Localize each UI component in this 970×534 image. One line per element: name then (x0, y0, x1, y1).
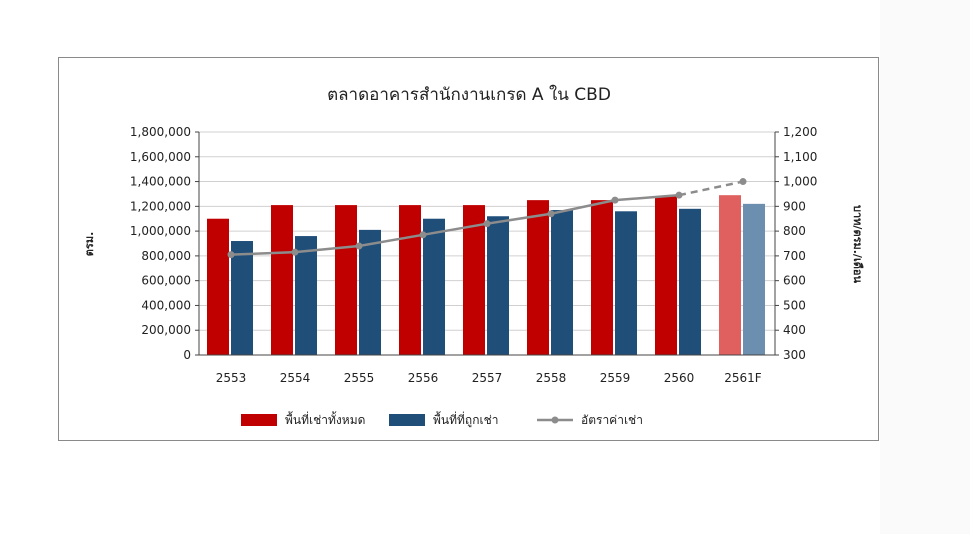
bar-total-area (719, 195, 741, 355)
rent-point (291, 248, 299, 256)
y2-tick-label: 1,100 (783, 150, 817, 164)
y-tick-label: 1,600,000 (130, 150, 191, 164)
bar-total-area (527, 200, 549, 355)
legend-marker (551, 416, 559, 424)
legend-label: พื้นที่เช่าทั้งหมด (285, 411, 365, 427)
bar-occupied-area (487, 216, 509, 355)
y-tick-label: 200,000 (141, 323, 191, 337)
rent-line (227, 178, 747, 259)
rent-line-forecast (678, 180, 744, 197)
x-tick-label: 2553 (216, 371, 247, 385)
bar-total-area (271, 205, 293, 355)
axes (195, 131, 779, 356)
bar-total-area (655, 196, 677, 355)
legend: พื้นที่เช่าทั้งหมด พื้นที่ที่ถูกเช่า อัตรา… (241, 411, 643, 428)
x-tick-label: 2554 (280, 371, 311, 385)
legend-swatch (241, 414, 277, 426)
x-tick-label: 2555 (344, 371, 375, 385)
y-tick-label: 1,400,000 (130, 175, 191, 189)
x-tick-label: 2556 (408, 371, 439, 385)
x-tick-label: 2561F (724, 371, 762, 385)
chart: ตลาดอาคารสำนักงานเกรด A ใน CBD ตรม. บาท/… (83, 84, 864, 428)
bar-occupied-area (423, 218, 445, 355)
rent-point (419, 231, 427, 239)
rent-point (675, 191, 683, 199)
y2-tick-label: 1,000 (783, 175, 817, 189)
bar-occupied-area (295, 236, 317, 355)
bar-total-area (591, 200, 613, 355)
rent-point (355, 242, 363, 250)
bar-total-area (335, 205, 357, 355)
bar-total-area (399, 205, 421, 355)
x-tick-label: 2558 (536, 371, 567, 385)
x-tick-label: 2559 (600, 371, 631, 385)
y-tick-label: 800,000 (141, 249, 191, 263)
y-tick-label: 600,000 (141, 274, 191, 288)
y2-tick-label: 500 (783, 298, 806, 312)
x-tick-label: 2560 (664, 371, 695, 385)
y2-tick-label: 700 (783, 249, 806, 263)
rent-line-actual (230, 193, 680, 256)
y2-tick-label: 600 (783, 274, 806, 288)
legend-label: พื้นที่ที่ถูกเช่า (433, 411, 498, 428)
tick-labels: 0 200,000 400,000 600,000 800,000 1,000,000 1,… (130, 125, 817, 385)
rent-point (483, 220, 491, 228)
y-tick-label: 1,800,000 (130, 125, 191, 139)
x-tick-label: 2557 (472, 371, 503, 385)
legend-swatch (389, 414, 425, 426)
y2-tick-label: 300 (783, 348, 806, 362)
y2-tick-label: 800 (783, 224, 806, 238)
rent-point (547, 210, 555, 218)
rent-point (227, 251, 235, 259)
bar-occupied-area (231, 241, 253, 355)
bars (207, 195, 765, 355)
y2-axis-label: บาท/ตรม./เดือน (851, 205, 864, 283)
bar-occupied-area (615, 211, 637, 355)
rent-point (611, 196, 619, 204)
y-tick-label: 0 (183, 348, 191, 362)
bar-total-area (207, 218, 229, 355)
bar-total-area (463, 205, 485, 355)
chart-title: ตลาดอาคารสำนักงานเกรด A ใน CBD (327, 84, 611, 105)
y2-tick-label: 400 (783, 323, 806, 337)
legend-label: อัตราค่าเช่า (581, 413, 643, 427)
bar-occupied-area (743, 203, 765, 355)
chart-frame: ตลาดอาคารสำนักงานเกรด A ใน CBD ตรม. บาท/… (58, 57, 879, 441)
y-axis-label: ตรม. (83, 232, 96, 256)
bar-occupied-area (679, 208, 701, 355)
y2-tick-label: 900 (783, 199, 806, 213)
bar-occupied-area (359, 229, 381, 355)
bar-occupied-area (551, 210, 573, 355)
rent-point (739, 178, 747, 186)
y-tick-label: 400,000 (141, 298, 191, 312)
background-strip (880, 0, 970, 534)
y-tick-label: 1,200,000 (130, 199, 191, 213)
y-tick-label: 1,000,000 (130, 224, 191, 238)
y2-tick-label: 1,200 (783, 125, 817, 139)
